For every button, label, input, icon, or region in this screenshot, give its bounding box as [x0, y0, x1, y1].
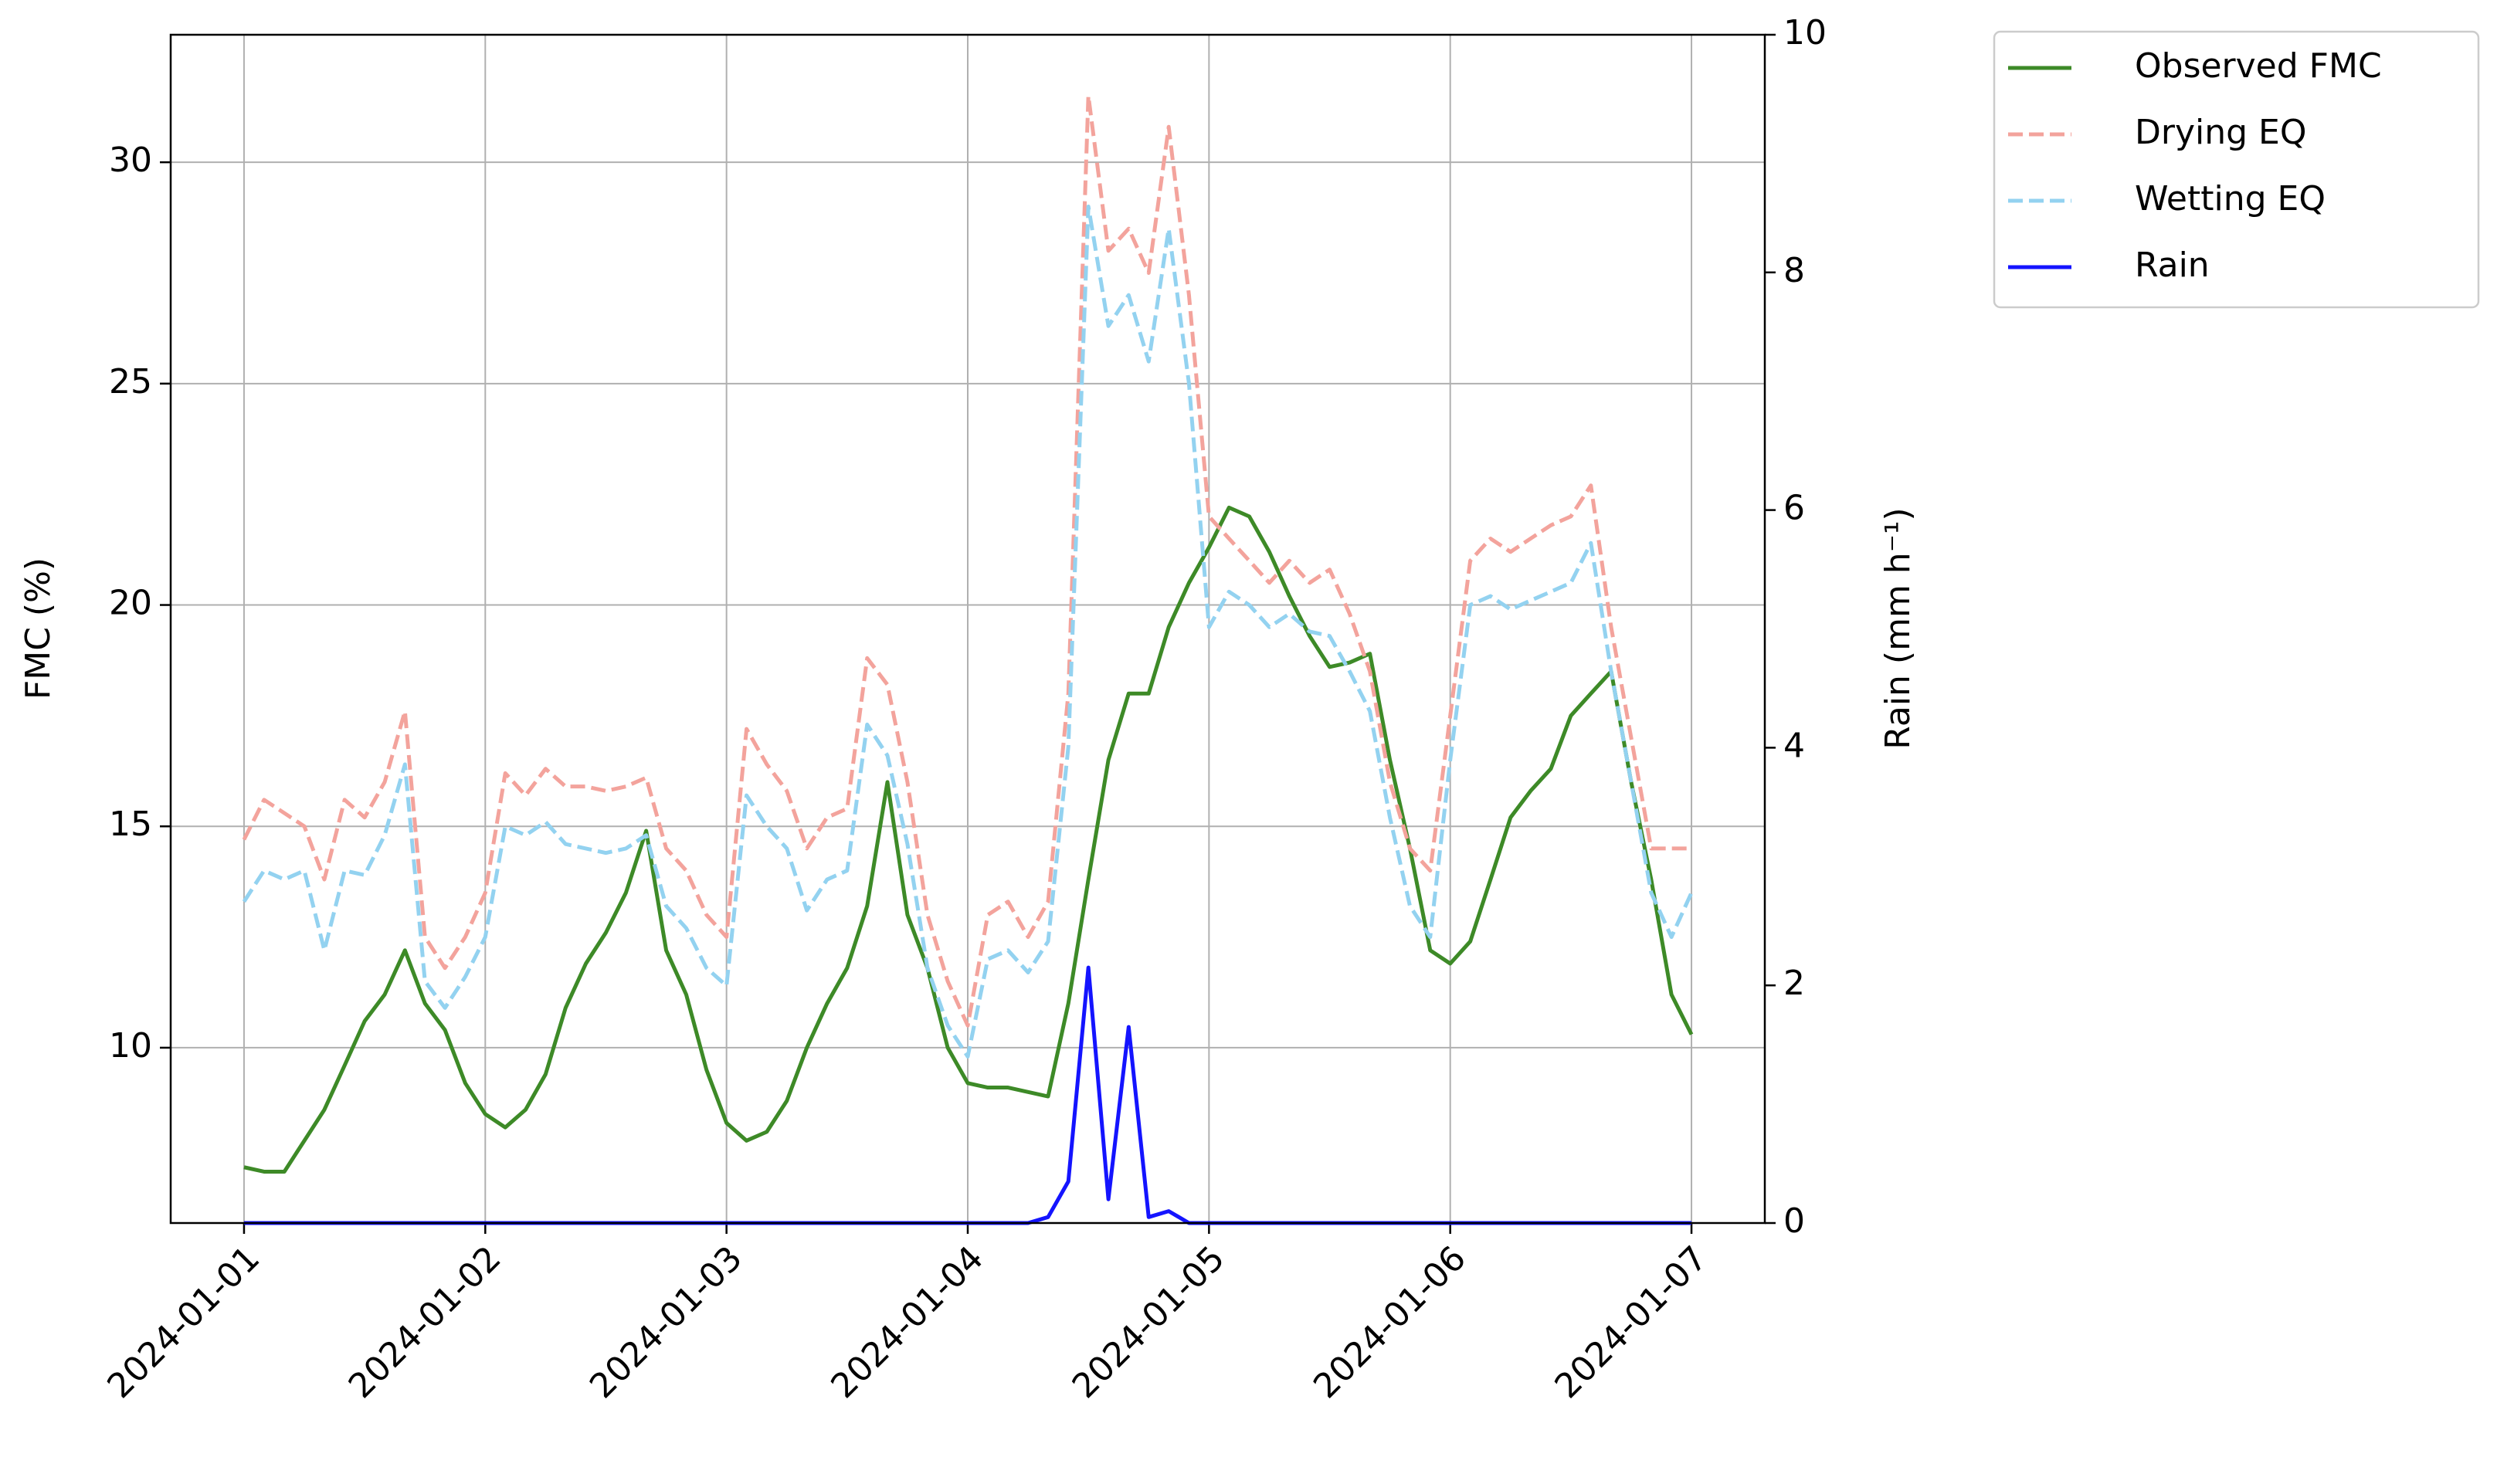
x-tick-label: 2024-01-04 — [823, 1238, 991, 1406]
y2-tick-label: 6 — [1783, 489, 1805, 528]
y-tick-label: 30 — [109, 141, 152, 180]
y2-tick-label: 2 — [1783, 964, 1805, 1003]
y2-tick-label: 4 — [1783, 726, 1805, 765]
y-tick-label: 15 — [109, 805, 152, 844]
legend-label: Wetting EQ — [2135, 179, 2326, 219]
x-tick-label: 2024-01-03 — [582, 1238, 750, 1406]
legend-label: Drying EQ — [2135, 113, 2306, 152]
x-tick-label: 2024-01-06 — [1306, 1238, 1474, 1406]
legend-box — [1993, 30, 2480, 309]
series-line — [242, 204, 1694, 1059]
plot-frame — [169, 33, 1766, 1225]
y2-tick-label: 10 — [1783, 13, 1827, 53]
y-tick-label: 10 — [109, 1026, 152, 1066]
y2-tick-label: 0 — [1783, 1201, 1805, 1241]
y2-tick-label: 8 — [1783, 251, 1805, 290]
series-line — [242, 93, 1692, 1028]
series-line — [243, 505, 1694, 1174]
y2-axis-label: Rain (mm h⁻¹) — [1878, 507, 1918, 749]
x-tick-label: 2024-01-05 — [1065, 1238, 1233, 1406]
x-tick-label: 2024-01-01 — [100, 1238, 267, 1406]
x-tick-label: 2024-01-07 — [1547, 1238, 1715, 1406]
y-tick-label: 20 — [109, 584, 152, 623]
x-tick-label: 2024-01-02 — [341, 1238, 509, 1406]
legend-label: Observed FMC — [2135, 46, 2382, 86]
y-axis-label: FMC (%) — [19, 557, 58, 700]
y-tick-label: 25 — [109, 362, 152, 401]
legend-label: Rain — [2135, 246, 2210, 285]
